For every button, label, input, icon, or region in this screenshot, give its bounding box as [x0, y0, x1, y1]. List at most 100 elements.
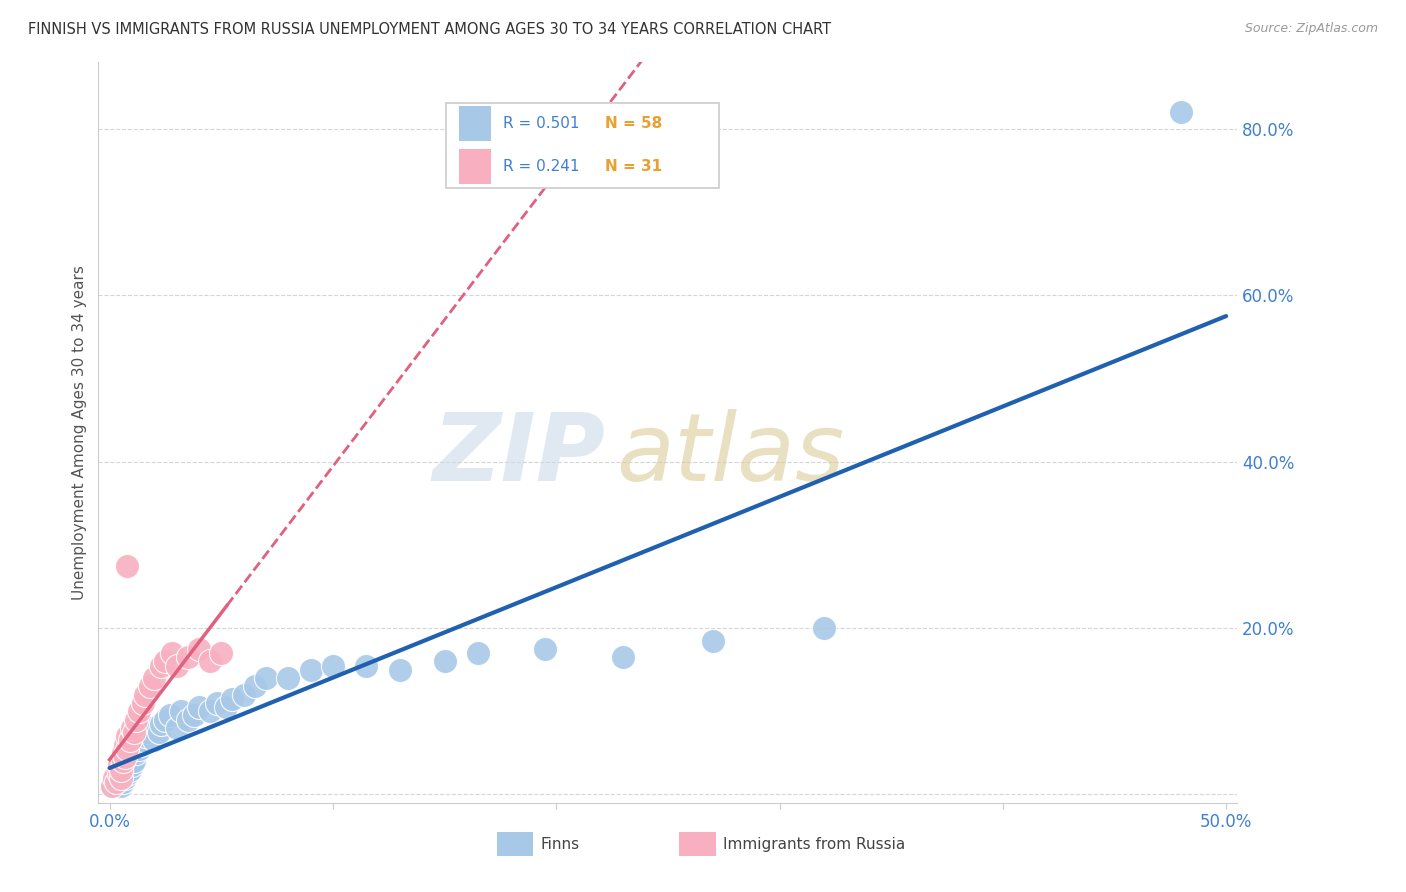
Point	[221, 691, 243, 706]
Point	[114, 738, 136, 752]
Point	[322, 658, 344, 673]
Text: Finns: Finns	[540, 837, 579, 852]
Point	[128, 741, 150, 756]
Point	[433, 654, 456, 668]
Point	[114, 763, 136, 777]
Point	[149, 716, 172, 731]
Point	[110, 763, 132, 777]
Point	[125, 713, 148, 727]
Point	[125, 746, 148, 760]
Point	[159, 708, 181, 723]
Point	[111, 766, 134, 780]
Point	[118, 763, 141, 777]
Point	[110, 763, 132, 777]
FancyBboxPatch shape	[460, 106, 491, 142]
Point	[125, 738, 148, 752]
Point	[122, 725, 145, 739]
Point	[177, 650, 200, 665]
Point	[254, 671, 277, 685]
Y-axis label: Unemployment Among Ages 30 to 34 years: Unemployment Among Ages 30 to 34 years	[72, 265, 87, 600]
Text: Source: ZipAtlas.com: Source: ZipAtlas.com	[1244, 22, 1378, 36]
Point	[148, 725, 170, 739]
Point	[132, 696, 155, 710]
Text: Immigrants from Russia: Immigrants from Russia	[723, 837, 905, 852]
Point	[110, 771, 132, 785]
Text: R = 0.501: R = 0.501	[503, 116, 579, 131]
Point	[612, 650, 634, 665]
Point	[107, 766, 129, 780]
Text: N = 31: N = 31	[605, 159, 662, 174]
Point	[205, 696, 228, 710]
Point	[105, 779, 128, 793]
FancyBboxPatch shape	[460, 148, 491, 184]
Point	[111, 775, 134, 789]
Point	[198, 654, 221, 668]
Point	[187, 700, 209, 714]
Point	[166, 721, 188, 735]
Point	[118, 733, 141, 747]
Point	[114, 771, 136, 785]
Point	[121, 758, 143, 772]
Point	[117, 729, 139, 743]
Text: ZIP: ZIP	[432, 409, 605, 500]
Point	[111, 754, 134, 768]
Text: R = 0.241: R = 0.241	[503, 159, 579, 174]
Point	[143, 671, 166, 685]
Point	[139, 721, 162, 735]
Point	[110, 779, 132, 793]
Point	[107, 758, 129, 772]
Point	[1170, 105, 1192, 120]
Point	[177, 713, 200, 727]
Point	[107, 775, 129, 789]
Point	[187, 641, 209, 656]
Point	[534, 641, 557, 656]
Point	[129, 738, 152, 752]
Point	[155, 654, 177, 668]
Point	[183, 708, 205, 723]
Point	[114, 750, 136, 764]
Point	[160, 646, 183, 660]
Point	[105, 775, 128, 789]
Point	[117, 558, 139, 573]
Point	[134, 729, 156, 743]
Point	[232, 688, 254, 702]
Point	[118, 750, 141, 764]
Point	[117, 754, 139, 768]
Point	[198, 704, 221, 718]
Point	[299, 663, 322, 677]
Point	[215, 700, 238, 714]
Point	[117, 766, 139, 780]
Point	[170, 704, 193, 718]
Point	[243, 679, 266, 693]
FancyBboxPatch shape	[446, 103, 718, 188]
Point	[134, 688, 156, 702]
Point	[111, 758, 134, 772]
Text: atlas: atlas	[617, 409, 845, 500]
Point	[149, 658, 172, 673]
FancyBboxPatch shape	[679, 832, 716, 856]
Point	[117, 741, 139, 756]
Point	[166, 658, 188, 673]
Point	[107, 766, 129, 780]
FancyBboxPatch shape	[498, 832, 533, 856]
Point	[132, 733, 155, 747]
Point	[388, 663, 411, 677]
Text: N = 58: N = 58	[605, 116, 662, 131]
Point	[128, 704, 150, 718]
Point	[111, 746, 134, 760]
Point	[813, 621, 835, 635]
Point	[121, 721, 143, 735]
Point	[143, 733, 166, 747]
Point	[139, 679, 162, 693]
Point	[103, 775, 125, 789]
Point	[702, 633, 724, 648]
Point	[136, 725, 159, 739]
Point	[121, 746, 143, 760]
Point	[209, 646, 232, 660]
Point	[101, 779, 124, 793]
Point	[277, 671, 299, 685]
Text: FINNISH VS IMMIGRANTS FROM RUSSIA UNEMPLOYMENT AMONG AGES 30 TO 34 YEARS CORRELA: FINNISH VS IMMIGRANTS FROM RUSSIA UNEMPL…	[28, 22, 831, 37]
Point	[356, 658, 378, 673]
Point	[101, 779, 124, 793]
Point	[155, 713, 177, 727]
